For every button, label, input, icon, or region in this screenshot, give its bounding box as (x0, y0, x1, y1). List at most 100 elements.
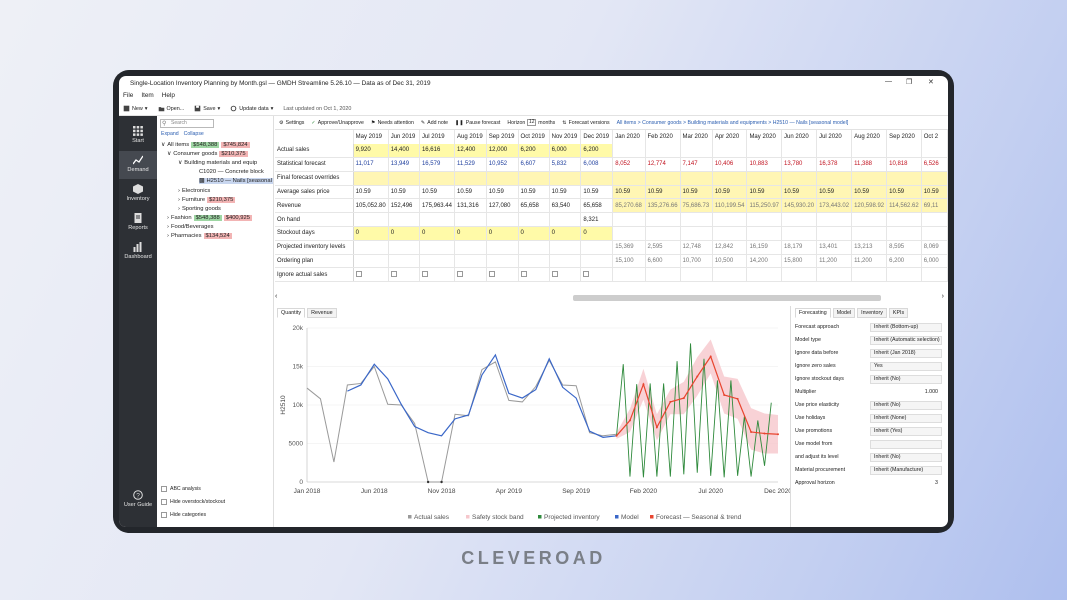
checkbox[interactable] (488, 270, 495, 277)
chevron-right-icon[interactable]: › (178, 206, 180, 212)
setting-value[interactable]: Inherit (Bottom-up) (870, 322, 942, 332)
table-cell[interactable] (712, 267, 748, 283)
tab-forecasting[interactable]: Forecasting (795, 308, 831, 318)
horizon-input[interactable]: 12 (527, 119, 537, 126)
table-cell[interactable] (549, 267, 582, 283)
table-cell[interactable] (580, 267, 614, 283)
chevron-right-icon[interactable]: › (167, 215, 169, 221)
breadcrumb[interactable]: All items > Consumer goods > Building ma… (616, 119, 849, 126)
tree-node-c1020[interactable]: C1020 — Concrete block (199, 169, 264, 175)
sidebar-item-user-guide[interactable]: ? User Guide (119, 486, 157, 514)
search-input[interactable]: Search (160, 119, 214, 128)
table-cell[interactable] (921, 267, 948, 283)
table-cell[interactable] (549, 171, 582, 186)
setting-value[interactable]: Inherit (No) (870, 400, 942, 410)
setting-value[interactable]: Inherit (No) (870, 374, 942, 384)
setting-value[interactable]: 3 (935, 480, 938, 486)
table-cell[interactable] (746, 171, 783, 186)
sidebar-item-reports[interactable]: Reports (119, 209, 157, 237)
table-cell[interactable] (612, 267, 646, 283)
checkbox[interactable] (520, 270, 527, 277)
tree-node-sporting-goods[interactable]: › Sporting goods (178, 206, 221, 212)
table-cell[interactable] (454, 171, 487, 186)
table-cell[interactable] (518, 267, 550, 283)
save-button[interactable]: Save ▾ (194, 105, 220, 112)
setting-value[interactable]: Inherit (None) (870, 413, 942, 423)
checkbox[interactable] (355, 270, 362, 277)
table-cell[interactable] (645, 171, 681, 186)
tab-quantity[interactable]: Quantity (277, 308, 306, 318)
hide-categories-option[interactable]: Hide categories (161, 512, 206, 518)
table-cell[interactable] (781, 267, 818, 283)
setting-value[interactable]: Inherit (Jan 2018) (870, 348, 942, 358)
table-cell[interactable] (712, 171, 748, 186)
setting-value[interactable]: Inherit (Automatic selection) (870, 335, 942, 345)
pause-forecast-button[interactable]: ❚❚ Pause forecast (455, 120, 500, 126)
table-cell[interactable] (353, 267, 389, 283)
sidebar-item-dashboard[interactable]: Dashboard (119, 238, 157, 266)
table-cell[interactable] (816, 267, 853, 283)
tab-model[interactable]: Model (832, 308, 856, 318)
chevron-right-icon[interactable]: › (167, 224, 169, 230)
chevron-down-icon[interactable]: ▾ (144, 105, 148, 112)
table-cell[interactable] (851, 267, 888, 283)
horizontal-scrollbar[interactable]: ‹ › (275, 293, 948, 302)
chevron-down-icon[interactable]: ∨ (167, 151, 172, 157)
chevron-down-icon[interactable]: ∨ (178, 160, 183, 166)
table-cell[interactable] (746, 267, 783, 283)
menu-help[interactable]: Help (161, 92, 175, 99)
expand-link[interactable]: Expand (161, 131, 179, 137)
setting-value[interactable]: Yes (870, 361, 942, 371)
table-cell[interactable] (454, 267, 487, 283)
sidebar-item-demand[interactable]: Demand (119, 151, 157, 179)
new-button[interactable]: New ▾ (123, 105, 148, 112)
table-cell[interactable] (921, 171, 948, 186)
chevron-right-icon[interactable]: › (167, 233, 169, 239)
chevron-right-icon[interactable]: › (178, 188, 180, 194)
table-cell[interactable] (580, 171, 614, 186)
table-cell[interactable] (886, 171, 922, 186)
checkbox[interactable] (161, 499, 167, 505)
table-cell[interactable] (486, 267, 519, 283)
tab-kpis[interactable]: KPIs (888, 308, 909, 318)
tree-node-furniture[interactable]: › Furniture $210,375 (178, 197, 236, 203)
chevron-down-icon[interactable]: ∨ (161, 142, 166, 148)
minimize-icon[interactable]: — (885, 78, 892, 85)
table-cell[interactable] (486, 171, 519, 186)
setting-value[interactable]: Inherit (Yes) (870, 426, 942, 436)
table-cell[interactable] (886, 267, 922, 283)
scrollbar-thumb[interactable] (573, 295, 881, 301)
table-cell[interactable] (680, 267, 713, 283)
checkbox[interactable] (421, 270, 428, 277)
menu-item[interactable]: Item (141, 92, 154, 99)
tree-node-food-beverages[interactable]: › Food/Beverages (167, 224, 213, 230)
sidebar-item-start[interactable]: Start (119, 122, 157, 150)
table-cell[interactable] (419, 267, 455, 283)
setting-value[interactable]: Inherit (Manufacture) (870, 465, 942, 475)
sidebar-item-inventory[interactable]: Inventory (119, 180, 157, 208)
table-cell[interactable] (353, 171, 389, 186)
setting-value[interactable]: Inherit (No) (870, 452, 942, 462)
hide-overstock-option[interactable]: Hide overstock/stockout (161, 499, 225, 505)
chevron-down-icon[interactable]: ▾ (217, 105, 221, 112)
setting-value[interactable] (870, 439, 942, 449)
table-cell[interactable] (851, 171, 888, 186)
table-cell[interactable] (518, 171, 550, 186)
table-cell[interactable] (612, 171, 646, 186)
scroll-right-icon[interactable]: › (941, 293, 944, 300)
settings-button[interactable]: ⚙ Settings (279, 120, 304, 126)
setting-value[interactable]: 1.000 (924, 389, 938, 395)
tree-node-h2510[interactable]: ▩ H2510 — Nails [seasonal (199, 178, 273, 184)
tree-node-building-materials[interactable]: ∨ Building materials and equip (178, 160, 257, 166)
tree-node-all-items[interactable]: ∨ All items $548,388 $745,824 (161, 142, 250, 148)
menu-file[interactable]: File (123, 92, 134, 99)
checkbox[interactable] (161, 512, 167, 518)
table-cell[interactable] (645, 267, 681, 283)
approve-button[interactable]: ✓ Approve/Unapprove (311, 120, 364, 126)
table-cell[interactable] (388, 171, 420, 186)
abc-analysis-option[interactable]: ABC analysis (161, 486, 201, 492)
table-cell[interactable] (680, 171, 713, 186)
table-cell[interactable] (388, 267, 420, 283)
checkbox[interactable] (161, 486, 167, 492)
tree-node-fashion[interactable]: › Fashion $548,388 $400,925 (167, 215, 252, 221)
